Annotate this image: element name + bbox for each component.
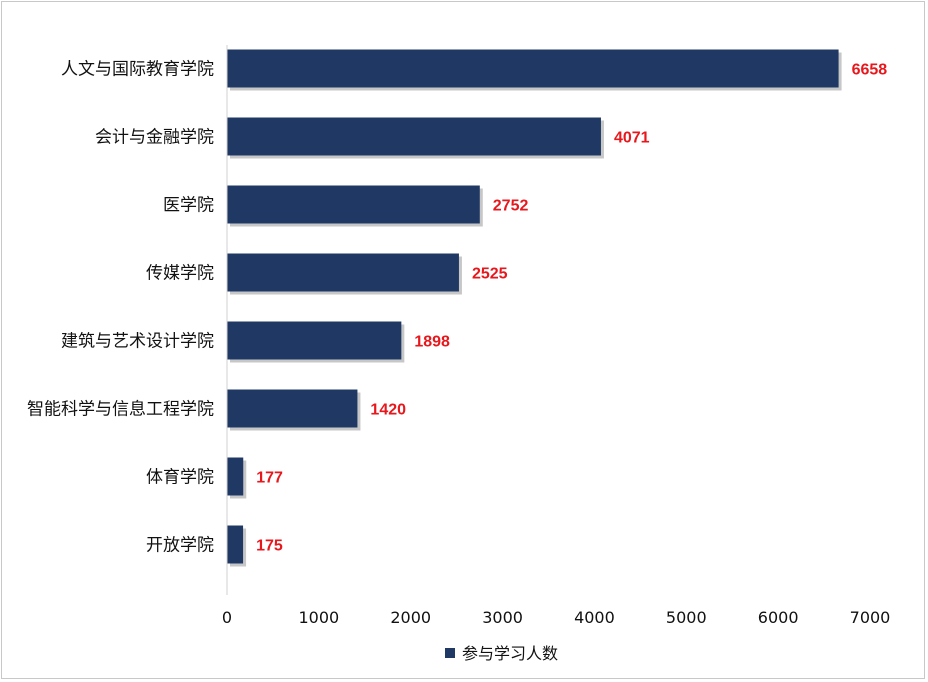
x-tick-label: 2000 bbox=[390, 608, 431, 627]
value-label: 2525 bbox=[472, 266, 508, 283]
x-tick-label: 0 bbox=[222, 608, 232, 627]
x-tick-label: 1000 bbox=[298, 608, 339, 627]
x-tick-label: 3000 bbox=[482, 608, 523, 627]
x-tick-label: 5000 bbox=[666, 608, 707, 627]
value-label: 177 bbox=[256, 470, 283, 487]
bar bbox=[227, 321, 402, 360]
value-label: 4071 bbox=[614, 130, 650, 147]
x-tick-label: 4000 bbox=[574, 608, 615, 627]
bar bbox=[227, 253, 459, 292]
bar bbox=[227, 49, 839, 88]
category-label: 建筑与艺术设计学院 bbox=[61, 332, 214, 352]
bar bbox=[227, 185, 480, 224]
bars-layer bbox=[227, 49, 842, 567]
legend-label: 参与学习人数 bbox=[462, 644, 558, 663]
category-label: 传媒学院 bbox=[146, 264, 214, 284]
category-label: 智能科学与信息工程学院 bbox=[27, 400, 214, 420]
x-tick-label: 7000 bbox=[850, 608, 891, 627]
category-label: 医学院 bbox=[163, 196, 214, 216]
legend: 参与学习人数 bbox=[445, 644, 558, 663]
x-tick-label: 6000 bbox=[758, 608, 799, 627]
category-label: 会计与金融学院 bbox=[95, 128, 214, 148]
category-labels: 人文与国际教育学院会计与金融学院医学院传媒学院建筑与艺术设计学院智能科学与信息工… bbox=[27, 60, 214, 556]
value-label: 1420 bbox=[370, 402, 406, 419]
category-label: 体育学院 bbox=[146, 468, 214, 488]
x-axis-ticks: 0 1000 2000 3000 4000 5000 6000 7000 bbox=[222, 608, 890, 627]
value-label: 2752 bbox=[493, 198, 529, 215]
bar bbox=[227, 525, 244, 564]
legend-swatch bbox=[445, 648, 455, 658]
category-label: 开放学院 bbox=[146, 536, 214, 556]
category-label: 人文与国际教育学院 bbox=[61, 60, 214, 80]
value-label: 1898 bbox=[414, 334, 450, 351]
bar bbox=[227, 389, 358, 428]
bar bbox=[227, 457, 244, 496]
bar bbox=[227, 117, 601, 156]
value-label: 6658 bbox=[852, 62, 888, 79]
value-label: 175 bbox=[256, 538, 283, 555]
value-labels: 6658 4071 2752 2525 1898 1420 177 175 bbox=[256, 62, 887, 555]
